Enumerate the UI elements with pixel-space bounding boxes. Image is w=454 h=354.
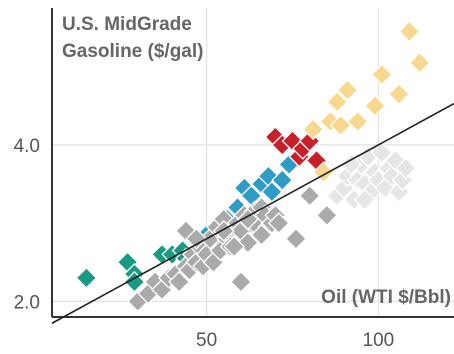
data-point [398, 20, 421, 43]
data-point [185, 227, 208, 250]
trend-line [51, 102, 454, 324]
y-axis-title-line-1: U.S. MidGrade [62, 14, 192, 35]
data-point [370, 141, 393, 164]
data-point [123, 270, 146, 293]
data-point [267, 212, 290, 235]
data-point [336, 79, 359, 102]
data-point [353, 188, 376, 211]
data-point [346, 110, 369, 133]
data-point [326, 90, 349, 113]
data-point [250, 223, 273, 246]
data-point [302, 118, 325, 141]
tick-labels: 50 100 2.0 4.0 [14, 136, 395, 351]
y-axis-title-line-2: Gasoline ($/gal) [62, 41, 203, 62]
data-point [75, 266, 98, 289]
x-tick-label: 100 [363, 330, 395, 351]
data-point [271, 169, 294, 192]
data-point [260, 180, 283, 203]
data-point [370, 63, 393, 86]
data-point [364, 94, 386, 117]
data-point [223, 235, 246, 258]
data-point [394, 157, 417, 180]
data-point [329, 114, 352, 137]
y-tick-label: 2.0 [14, 292, 40, 313]
data-point [388, 83, 410, 105]
data-point [315, 204, 338, 227]
data-points [75, 20, 431, 313]
data-point [168, 270, 191, 293]
x-axis-title: Oil (WTI $/Bbl) [321, 287, 451, 308]
data-point [340, 153, 362, 176]
data-point [298, 184, 321, 207]
data-point [285, 227, 307, 250]
data-point [230, 270, 252, 293]
y-tick-label: 4.0 [14, 136, 40, 157]
data-point [408, 51, 431, 74]
x-tick-label: 50 [196, 330, 217, 351]
